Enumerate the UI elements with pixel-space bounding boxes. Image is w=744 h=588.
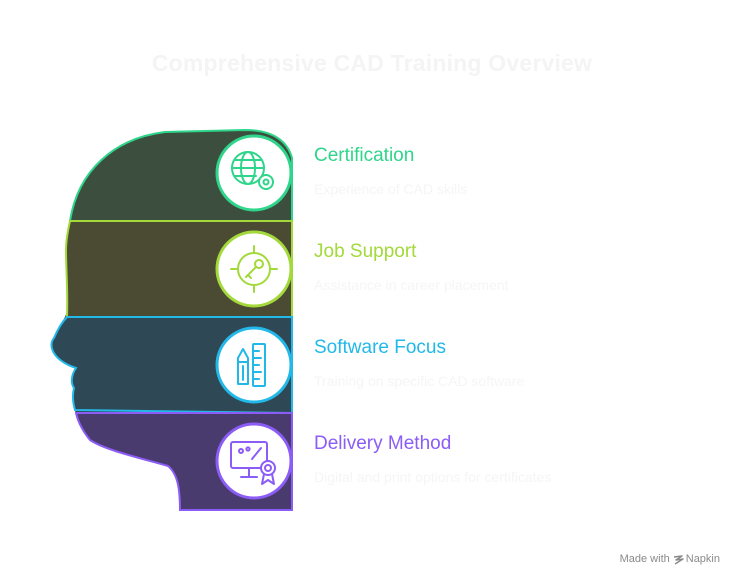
footer-attribution[interactable]: Made with Napkin bbox=[620, 553, 720, 565]
monitor-certificate-icon bbox=[215, 422, 293, 500]
item-label: Certification bbox=[314, 145, 415, 166]
item-delivery-method: Delivery Method Digital and print option… bbox=[314, 433, 714, 486]
item-job-support: Job Support Assistance in career placeme… bbox=[314, 241, 714, 294]
target-key-icon bbox=[215, 230, 293, 308]
napkin-brand: Napkin bbox=[673, 553, 720, 565]
item-label: Software Focus bbox=[314, 337, 446, 358]
item-description: Training on specific CAD software bbox=[314, 373, 525, 389]
item-software-focus: Software Focus Training on specific CAD … bbox=[314, 337, 714, 390]
pencil-ruler-icon bbox=[215, 326, 293, 404]
item-description: Assistance in career placement bbox=[314, 277, 509, 293]
brand-name: Napkin bbox=[685, 553, 720, 565]
item-certification: Certification Experience of CAD skills bbox=[314, 145, 714, 198]
diagram-title: Comprehensive CAD Training Overview bbox=[151, 50, 593, 76]
globe-certificate-icon bbox=[215, 134, 293, 212]
item-label: Job Support bbox=[314, 241, 417, 262]
made-with-text: Made with bbox=[619, 553, 670, 565]
napkin-logo-icon bbox=[673, 554, 684, 565]
item-description: Experience of CAD skills bbox=[314, 181, 468, 197]
item-label: Delivery Method bbox=[314, 433, 452, 454]
item-description: Digital and print options for certificat… bbox=[314, 469, 552, 485]
